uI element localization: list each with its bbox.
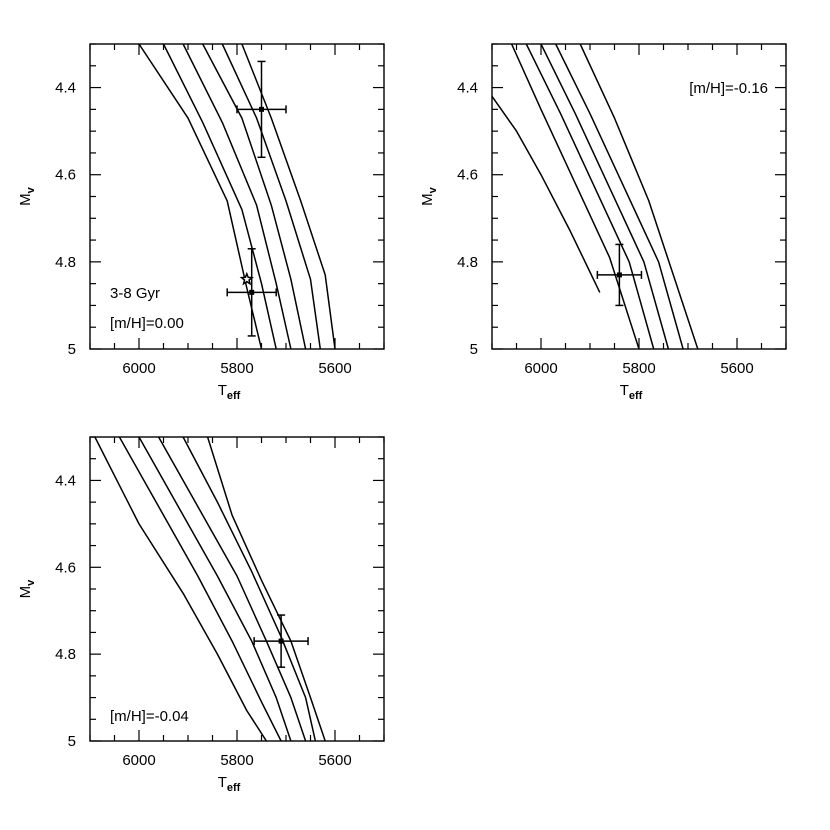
panel-annotation: [m/H]=-0.16	[689, 80, 768, 97]
x-axis-subscript: eff	[629, 390, 643, 402]
isochrone-group	[94, 437, 326, 741]
data-point	[249, 289, 255, 295]
y-tick-label: 4.8	[457, 254, 478, 271]
isochrone-group	[138, 44, 336, 349]
isochrone-line	[241, 44, 336, 349]
x-axis-title: Teff	[218, 382, 241, 402]
y-tick-label: 5	[68, 341, 76, 358]
isochrone-line	[182, 437, 317, 741]
panel-bottom-left: 6000 5800 5600 4.4 4.6 4.8 5 Teff Mv [m/H]=-0.04	[17, 436, 385, 794]
data-point	[278, 638, 284, 644]
y-tick-label: 4.8	[55, 646, 76, 663]
y-axis-title: Mv	[17, 579, 37, 599]
plot-frame	[89, 436, 385, 742]
isochrone-line	[118, 437, 282, 741]
y-tick-label: 4.6	[55, 559, 76, 576]
y-tick-label: 4.6	[55, 167, 76, 184]
x-tick-label: 5600	[720, 360, 753, 377]
x-tick-label: 6000	[122, 360, 155, 377]
y-tick-label: 5	[470, 341, 478, 358]
isochrone-group	[492, 44, 699, 349]
x-tick-label: 5800	[220, 752, 253, 769]
x-axis-subscript: eff	[227, 390, 241, 402]
isochrone-line	[138, 437, 292, 741]
y-tick-label: 4.4	[457, 80, 478, 97]
x-tick-label: 6000	[524, 360, 557, 377]
y-tick-label: 5	[68, 733, 76, 750]
x-tick-label: 5800	[220, 360, 253, 377]
panel-top-right: 6000 5800 5600 4.4 4.6 4.8 5 Teff Mv [m/H]=-0.16	[419, 43, 787, 402]
y-axis-title: Mv	[419, 186, 439, 206]
panel-annotation: 3-8 Gyr	[110, 285, 160, 302]
y-axis-subscript: v	[25, 186, 37, 193]
panel-annotation: [m/H]=0.00	[110, 315, 184, 332]
x-tick-label: 5600	[318, 360, 351, 377]
star-marker	[239, 271, 254, 286]
y-tick-label: 4.4	[55, 472, 76, 489]
isochrone-line	[579, 44, 699, 349]
y-tick-label: 4.4	[55, 80, 76, 97]
isochrone-line	[555, 44, 684, 349]
plot-frame	[89, 43, 385, 350]
y-axis-subscript: v	[25, 579, 37, 586]
isochrone-line	[202, 44, 307, 349]
y-axis-title: Mv	[17, 186, 37, 206]
isochrone-line	[182, 44, 292, 349]
data-point	[616, 272, 622, 278]
isochrone-line	[525, 44, 655, 349]
isochrone-line	[157, 437, 307, 741]
isochrone-line	[94, 437, 268, 741]
y-tick-label: 4.6	[457, 167, 478, 184]
x-axis-title: Teff	[620, 382, 643, 402]
isochrone-line	[221, 44, 322, 349]
x-tick-label: 6000	[122, 752, 155, 769]
x-tick-label: 5800	[622, 360, 655, 377]
y-tick-label: 4.8	[55, 254, 76, 271]
panel-top-left: 6000 5800 5600 4.4 4.6 4.8 5 Teff Mv 3-8 Gyr [m/H]…	[17, 43, 385, 402]
x-tick-label: 5600	[318, 752, 351, 769]
data-point	[259, 106, 264, 112]
isochrone-line	[206, 437, 326, 741]
panel-annotation: [m/H]=-0.04	[110, 708, 189, 725]
isochrone-line	[162, 44, 277, 349]
x-axis-subscript: eff	[227, 782, 241, 794]
x-axis-title: Teff	[218, 774, 241, 794]
isochrone-line	[492, 95, 601, 293]
y-axis-subscript: v	[427, 186, 439, 193]
isochrone-line	[540, 44, 670, 349]
